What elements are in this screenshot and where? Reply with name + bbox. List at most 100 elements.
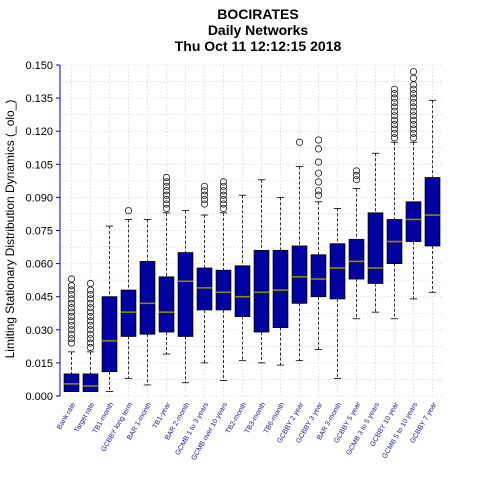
y-tick-label: 0.150: [25, 60, 53, 72]
outlier-point: [314, 136, 323, 144]
box-body: [234, 265, 251, 317]
outlier-point: [162, 182, 171, 190]
box-3: [101, 225, 118, 392]
outlier-point: [67, 299, 76, 307]
outlier-point: [86, 304, 95, 312]
outlier-point: [295, 138, 304, 146]
outlier-point: [409, 90, 418, 98]
outlier-point: [67, 321, 76, 329]
outlier-point: [409, 107, 418, 115]
outlier-point: [200, 191, 209, 199]
outlier-point: [390, 116, 399, 124]
box-2: [82, 279, 99, 392]
outlier-point: [200, 200, 209, 208]
box-7: [177, 210, 194, 384]
outlier-point: [409, 129, 418, 137]
outlier-point: [352, 171, 361, 179]
outlier-point: [162, 191, 171, 199]
outlier-point: [162, 204, 171, 212]
box-6: [158, 173, 175, 355]
outlier-point: [390, 112, 399, 120]
outlier-point: [409, 112, 418, 120]
grid-lines: [62, 64, 442, 397]
x-tick-label: Bank rate: [56, 401, 77, 431]
outlier-point: [200, 182, 209, 190]
box-17: [367, 152, 384, 313]
box-14: [310, 136, 327, 351]
y-tick-label: 0.015: [25, 358, 53, 370]
box-11: [253, 179, 270, 364]
outlier-point: [390, 103, 399, 111]
y-tick-label: 0.000: [25, 391, 53, 403]
box-series: [63, 68, 441, 392]
outlier-point: [67, 317, 76, 325]
outlier-point: [219, 187, 228, 195]
outlier-point: [67, 335, 76, 343]
outlier-point: [86, 279, 95, 288]
box-18: [386, 85, 403, 320]
x-tick-label: TB1-year: [152, 401, 173, 430]
outlier-point: [314, 187, 323, 195]
outlier-point: [162, 173, 171, 182]
outlier-point: [67, 275, 76, 283]
box-body: [120, 289, 137, 337]
outlier-point: [409, 103, 418, 111]
outlier-point: [314, 145, 323, 153]
box-20: [424, 99, 441, 293]
box-8: [196, 182, 213, 364]
outlier-point: [67, 295, 76, 303]
outlier-point: [86, 339, 95, 347]
box-body: [215, 269, 232, 311]
outlier-point: [124, 207, 133, 215]
outlier-point: [390, 121, 399, 129]
outlier-point: [390, 90, 399, 98]
y-tick-label: 0.105: [25, 159, 53, 171]
outlier-point: [219, 191, 228, 199]
outlier-point: [86, 290, 95, 299]
outlier-point: [67, 339, 76, 347]
chart-subtitle: Daily Networks: [208, 22, 309, 38]
outlier-point: [86, 321, 95, 329]
outlier-point: [390, 94, 399, 102]
box-body: [63, 373, 80, 392]
box-5: [139, 219, 156, 386]
outlier-point: [86, 295, 95, 303]
outlier-point: [162, 200, 171, 208]
y-axis: 0.000 0.015 0.030 0.045 0.060 0.075 0.090 0.105…: [25, 60, 61, 403]
y-tick-label: 0.075: [25, 226, 53, 238]
outlier-point: [409, 134, 418, 142]
outlier-point: [86, 343, 95, 352]
outlier-point: [390, 107, 399, 115]
chart-title: BOCIRATES: [217, 6, 298, 22]
box-9: [215, 178, 232, 381]
box-16: [348, 167, 365, 320]
outlier-point: [409, 68, 418, 76]
outlier-point: [409, 94, 418, 102]
box-body: [291, 245, 308, 304]
box-body: [405, 201, 422, 242]
outlier-point: [314, 169, 323, 177]
outlier-point: [67, 330, 76, 338]
outlier-point: [162, 178, 171, 186]
y-tick-label: 0.135: [25, 93, 53, 105]
box-1: [63, 275, 80, 392]
box-15: [329, 208, 346, 379]
outlier-point: [86, 326, 95, 334]
outlier-point: [390, 129, 399, 137]
box-body: [158, 276, 175, 333]
x-tick-label: GCMB 5 to 10 years: [381, 401, 419, 460]
box-12: [272, 196, 289, 366]
chart-timestamp: Thu Oct 11 12:12:15 2018: [175, 38, 342, 54]
y-tick-label: 0.120: [25, 126, 53, 138]
box-body: [177, 252, 194, 337]
outlier-point: [390, 85, 399, 93]
box-body: [101, 296, 118, 373]
box-13: [291, 138, 308, 362]
box-body: [253, 249, 270, 333]
outlier-point: [409, 121, 418, 129]
outlier-point: [86, 299, 95, 307]
x-tick-label: GCMB over 10 years: [190, 401, 229, 462]
outlier-point: [409, 125, 418, 133]
box-10: [234, 194, 251, 362]
